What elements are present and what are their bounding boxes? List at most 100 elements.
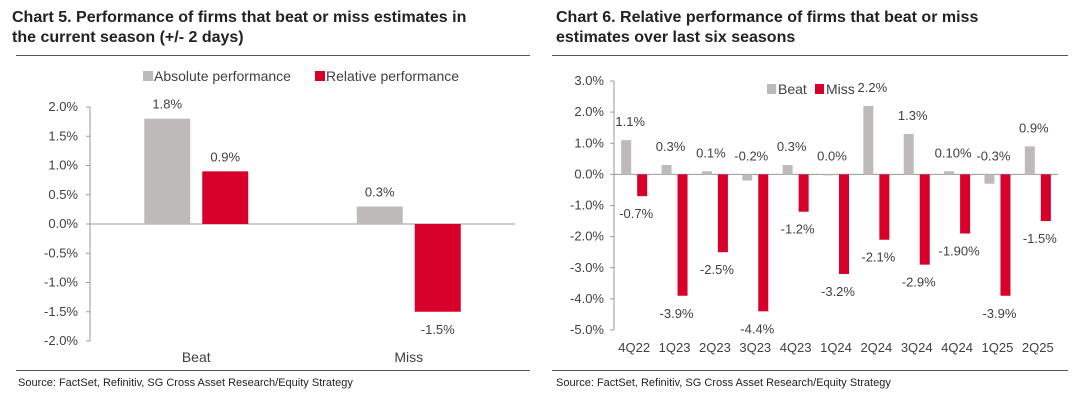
chart6-source: Source: FactSet, Refinitiv, SG Cross Ass… (556, 377, 891, 389)
chart6-x-tick-label: 3Q24 (901, 340, 933, 355)
chart6-data-label: -2.9% (902, 275, 936, 290)
chart6-data-label: -1.2% (781, 222, 815, 237)
chart5-bar-relative-miss (414, 224, 461, 312)
chart6-bar-beat-1q24 (823, 174, 833, 176)
chart6-bar-beat-3q24 (903, 133, 914, 175)
chart6-data-label: -3.9% (660, 306, 694, 321)
chart6-data-label: 0.10% (935, 145, 972, 160)
chart6-y-tick-label: 3.0% (574, 73, 604, 88)
chart6-data-label: -2.1% (861, 250, 895, 265)
chart5-x-tick-label: Miss (394, 349, 423, 365)
chart5-title-line-1: Chart 5. Performance of firms that beat … (12, 9, 467, 26)
chart6-bar-beat-2q24 (863, 105, 874, 175)
chart6-bar-beat-1q23 (661, 165, 672, 175)
chart6-legend-label-0: Beat (778, 81, 807, 97)
chart5-plot: 2.0% 1.5% 1.0% 0.5% 0.0% -0.5% -1.0% -1.5% -2.0%… (44, 68, 515, 365)
chart6-title-line-2: estimates over last six seasons (556, 29, 796, 46)
chart6-bar-miss-3q23 (758, 174, 769, 312)
chart6-top-rule (552, 55, 1068, 56)
chart6-bar-miss-1q25 (1000, 174, 1011, 296)
chart5-y-tick-label: 0.5% (48, 187, 78, 202)
chart5-title: Chart 5. Performance of firms that beat … (12, 8, 466, 48)
chart5-data-label: 0.9% (210, 149, 240, 164)
chart6-data-label: -4.4% (740, 321, 774, 336)
chart6-data-label: 1.3% (898, 108, 928, 123)
chart6-y-tick-label: -2.0% (570, 229, 604, 244)
chart5-data-label: 0.3% (365, 184, 395, 199)
chart5-legend-swatch-1 (315, 71, 325, 81)
chart6-x-tick-label: 4Q22 (618, 340, 650, 355)
chart6-bar-miss-4q22 (637, 174, 648, 197)
chart6-y-tick-label: 2.0% (574, 104, 604, 119)
chart6-bottom-rule (552, 370, 1068, 371)
chart5-panel: Chart 5. Performance of firms that beat … (0, 0, 532, 400)
chart5-y-tick-label: -0.5% (44, 245, 78, 260)
chart6-y-tick-label: 1.0% (574, 135, 604, 150)
chart6-data-label: -0.3% (976, 148, 1010, 163)
chart6-x-tick-label: 4Q24 (941, 340, 973, 355)
chart6-data-label: 0.1% (696, 145, 726, 160)
chart6-bar-miss-4q23 (798, 174, 809, 212)
chart6-data-label: -1.5% (1023, 231, 1057, 246)
chart6-title: Chart 6. Relative performance of firms t… (556, 8, 978, 48)
chart5-bar-absolute-miss (356, 206, 403, 224)
chart6-data-label: 0.3% (656, 139, 686, 154)
chart6-x-tick-label: 1Q23 (659, 340, 691, 355)
chart5-data-label: 1.8% (152, 97, 182, 112)
chart6-bar-beat-1q25 (984, 174, 995, 184)
chart6-data-label: -2.5% (700, 262, 734, 277)
chart6-y-tick-label: 0.0% (574, 166, 604, 181)
chart6-bar-miss-4q24 (960, 174, 971, 234)
chart6-y-tick-label: -1.0% (570, 198, 604, 213)
chart5-top-rule (16, 55, 530, 56)
chart6-data-label: 1.1% (615, 114, 645, 129)
chart5-x-tick-label: Beat (182, 349, 211, 365)
chart6-data-label: -1.90% (938, 244, 980, 259)
chart5-legend-label-0: Absolute performance (154, 68, 291, 84)
chart6-bar-beat-4q22 (621, 140, 632, 175)
chart6-bar-beat-3q23 (742, 174, 753, 181)
chart6-bar-miss-2q25 (1040, 174, 1051, 222)
chart5-y-tick-label: -1.5% (44, 304, 78, 319)
chart6-x-tick-label: 2Q25 (1022, 340, 1054, 355)
chart6-panel: Chart 6. Relative performance of firms t… (548, 0, 1077, 400)
chart6-x-tick-label: 2Q23 (699, 340, 731, 355)
chart5-bar-relative-beat (202, 171, 249, 224)
chart6-bar-beat-2q23 (701, 171, 712, 175)
chart6-data-label: 0.9% (1019, 120, 1049, 135)
chart6-data-label: 0.0% (817, 148, 847, 163)
chart6-y-tick-label: -5.0% (570, 322, 604, 337)
chart5-legend-label-1: Relative performance (326, 68, 459, 84)
chart6-bar-miss-1q24 (839, 174, 849, 274)
chart5-data-label: -1.5% (421, 322, 455, 337)
chart6-legend-label-1: Miss (826, 81, 855, 97)
chart6-data-label: 0.3% (777, 139, 807, 154)
chart6-bar-miss-2q24 (879, 174, 890, 240)
chart6-bar-beat-4q23 (782, 165, 793, 175)
chart5-legend-swatch-0 (143, 71, 153, 81)
chart6-plot: 3.0% 2.0% 1.0% 0.0% -1.0% -2.0% -3.0% -4.0% -5.0… (570, 73, 1058, 355)
chart5-source: Source: FactSet, Refinitiv, SG Cross Ass… (18, 377, 353, 389)
chart6-bar-miss-3q24 (919, 174, 930, 265)
chart6-x-tick-label: 1Q24 (820, 340, 852, 355)
chart6-data-label: -0.7% (619, 206, 653, 221)
chart6-data-label: -3.9% (982, 306, 1016, 321)
chart6-x-tick-label: 4Q23 (780, 340, 812, 355)
chart6-title-line-1: Chart 6. Relative performance of firms t… (556, 9, 979, 26)
chart6-bar-miss-2q23 (717, 174, 728, 253)
chart6-data-label: -0.2% (734, 148, 768, 163)
chart5-bar-absolute-beat (144, 118, 191, 224)
chart6-data-label: 2.2% (858, 80, 888, 95)
chart6-x-tick-label: 1Q25 (982, 340, 1014, 355)
chart6-bar-beat-2q25 (1024, 146, 1035, 175)
chart5-title-line-2: the current season (+/- 2 days) (12, 29, 244, 46)
chart6-data-label: -3.2% (821, 284, 855, 299)
chart6-legend-swatch-0 (767, 84, 776, 94)
chart5-y-tick-label: 1.0% (48, 158, 78, 173)
chart5-y-tick-label: 1.5% (48, 128, 78, 143)
chart5-y-tick-label: -2.0% (44, 333, 78, 348)
chart5-y-tick-label: 0.0% (48, 216, 78, 231)
chart6-legend-swatch-1 (815, 84, 824, 94)
chart5-bottom-rule (16, 370, 530, 371)
chart6-bar-beat-4q24 (944, 171, 955, 175)
